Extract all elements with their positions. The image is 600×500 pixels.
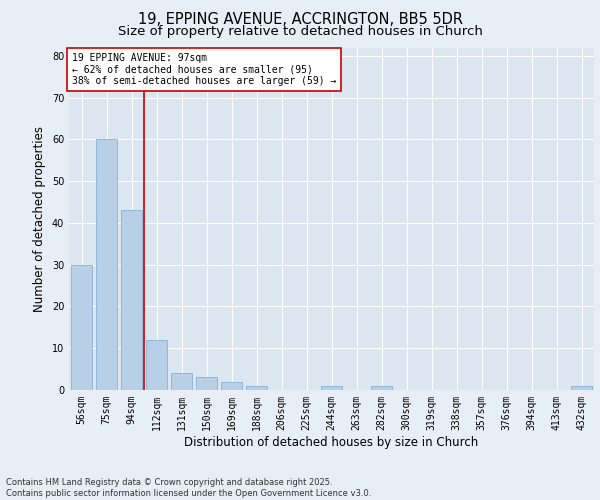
Bar: [571, 386, 592, 390]
Bar: [221, 382, 242, 390]
Y-axis label: Number of detached properties: Number of detached properties: [33, 126, 46, 312]
X-axis label: Distribution of detached houses by size in Church: Distribution of detached houses by size …: [184, 436, 479, 448]
Text: Size of property relative to detached houses in Church: Size of property relative to detached ho…: [118, 25, 482, 38]
Bar: [71, 264, 92, 390]
Text: Contains HM Land Registry data © Crown copyright and database right 2025.
Contai: Contains HM Land Registry data © Crown c…: [6, 478, 371, 498]
Bar: [146, 340, 167, 390]
Bar: [246, 386, 267, 390]
Bar: [321, 386, 342, 390]
Text: 19 EPPING AVENUE: 97sqm
← 62% of detached houses are smaller (95)
38% of semi-de: 19 EPPING AVENUE: 97sqm ← 62% of detache…: [71, 52, 336, 86]
Bar: [96, 140, 117, 390]
Bar: [121, 210, 142, 390]
Bar: [371, 386, 392, 390]
Bar: [171, 374, 192, 390]
Bar: [196, 378, 217, 390]
Text: 19, EPPING AVENUE, ACCRINGTON, BB5 5DR: 19, EPPING AVENUE, ACCRINGTON, BB5 5DR: [137, 12, 463, 28]
